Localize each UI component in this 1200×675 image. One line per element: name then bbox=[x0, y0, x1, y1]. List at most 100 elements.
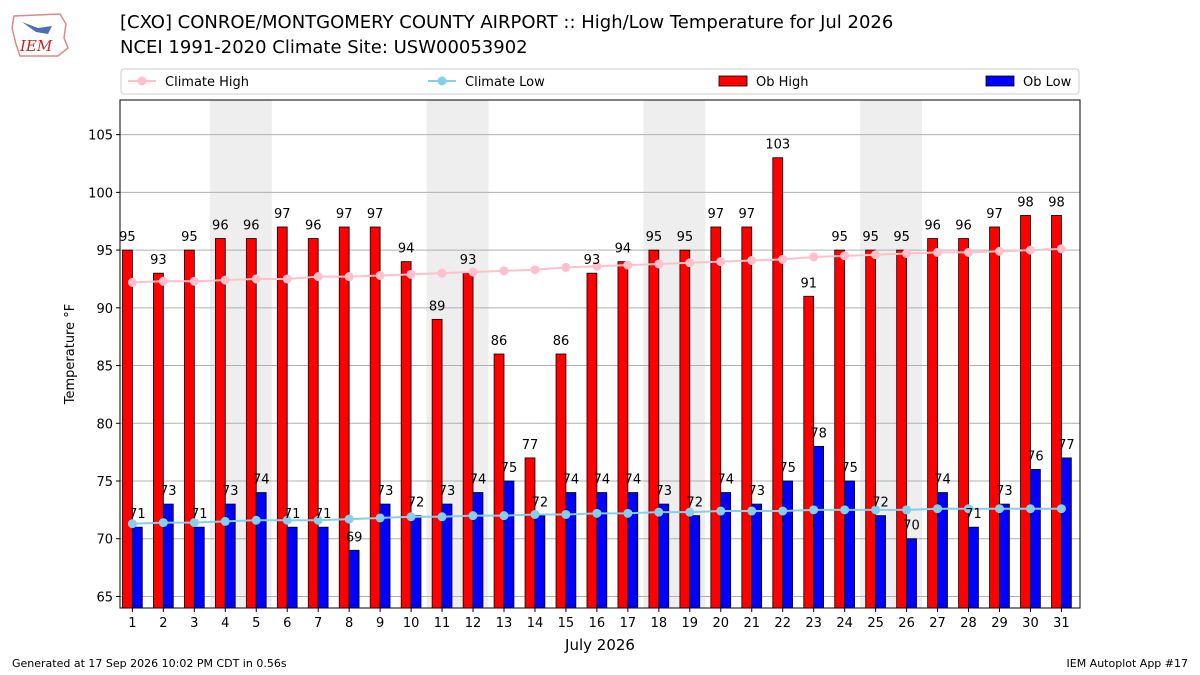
ob-high-bar bbox=[834, 249, 846, 609]
chart-title: [CXO] CONROE/MONTGOMERY COUNTY AIRPORT :… bbox=[120, 12, 894, 33]
climate-point bbox=[685, 507, 695, 517]
ob-low-label: 71 bbox=[284, 507, 301, 522]
x-tick-label: 27 bbox=[929, 616, 946, 631]
ob-high-label: 96 bbox=[243, 219, 260, 234]
ob-high-label: 94 bbox=[398, 242, 415, 257]
ob-high-bar bbox=[431, 318, 443, 609]
y-tick-label: 95 bbox=[96, 244, 113, 259]
climate-point bbox=[809, 252, 819, 262]
ob-high-bar bbox=[896, 249, 907, 609]
ob-high-label: 97 bbox=[336, 207, 353, 222]
ob-high-bar bbox=[338, 226, 350, 609]
ob-high-bar bbox=[524, 457, 536, 609]
climate-point bbox=[189, 518, 199, 528]
climate-point bbox=[716, 257, 726, 267]
climate-point bbox=[313, 515, 323, 525]
ob-high-label: 95 bbox=[677, 230, 694, 245]
ob-low-label: 73 bbox=[748, 484, 765, 499]
ob-high-label: 97 bbox=[274, 207, 291, 222]
ob-low-bar bbox=[565, 492, 577, 609]
legend-label: Ob High bbox=[756, 75, 809, 90]
ob-high-bar bbox=[803, 295, 815, 609]
legend-bar-swatch bbox=[718, 75, 748, 87]
ob-low-bar bbox=[1061, 457, 1072, 609]
ob-low-bar bbox=[193, 526, 205, 609]
app-footer: IEM Autoplot App #17 bbox=[1066, 657, 1189, 670]
ob-high-label: 89 bbox=[429, 299, 446, 314]
x-tick-label: 17 bbox=[620, 616, 637, 631]
climate-point bbox=[933, 504, 943, 514]
climate-point bbox=[530, 509, 540, 519]
ob-high-label: 95 bbox=[831, 230, 848, 245]
climate-point bbox=[933, 247, 943, 257]
ob-low-bar bbox=[906, 538, 917, 609]
ob-high-bar bbox=[214, 238, 226, 609]
ob-low-label: 74 bbox=[625, 473, 642, 488]
ob-high-bar bbox=[865, 249, 877, 609]
ob-high-label: 91 bbox=[800, 276, 817, 291]
x-tick-label: 13 bbox=[496, 616, 513, 631]
ob-high-bar bbox=[741, 226, 753, 609]
climate-point bbox=[375, 513, 385, 523]
legend-box bbox=[120, 68, 1080, 95]
ob-high-bar bbox=[927, 238, 938, 609]
ob-high-bar bbox=[245, 238, 257, 609]
y-tick-label: 75 bbox=[96, 475, 113, 490]
climate-point bbox=[1025, 504, 1035, 514]
y-axis-ticks: 65 70 75 80 85 90 95 100 105 bbox=[88, 129, 120, 605]
iem-logo: IEM bbox=[11, 13, 69, 57]
climate-point bbox=[778, 254, 788, 264]
ob-low-label: 75 bbox=[841, 461, 858, 476]
x-tick-label: 8 bbox=[345, 616, 353, 631]
ob-high-bar bbox=[710, 226, 722, 609]
ob-high-bar bbox=[679, 249, 691, 609]
ob-low-bar bbox=[255, 492, 267, 609]
legend-label: Climate High bbox=[165, 75, 249, 90]
climate-point bbox=[251, 274, 261, 284]
ob-low-bar bbox=[348, 549, 360, 609]
ob-high-bar bbox=[122, 249, 133, 609]
svg-text:IEM: IEM bbox=[19, 37, 53, 55]
ob-high-bar bbox=[617, 261, 629, 609]
climate-point bbox=[406, 512, 416, 522]
ob-low-label: 71 bbox=[129, 507, 146, 522]
climate-point bbox=[1056, 244, 1066, 254]
legend-label: Ob Low bbox=[1023, 75, 1072, 90]
ob-low-bar bbox=[999, 503, 1010, 609]
x-tick-label: 24 bbox=[836, 616, 853, 631]
climate-point bbox=[1056, 504, 1066, 514]
ob-low-label: 71 bbox=[315, 507, 332, 522]
x-tick-label: 2 bbox=[159, 616, 167, 631]
x-tick-label: 26 bbox=[898, 616, 915, 631]
ob-low-bar bbox=[844, 480, 855, 609]
ob-high-label: 98 bbox=[1017, 195, 1034, 210]
x-tick-label: 16 bbox=[589, 616, 606, 631]
climate-point bbox=[437, 512, 447, 522]
ob-high-label: 93 bbox=[460, 253, 477, 268]
legend-marker bbox=[437, 76, 447, 86]
ob-low-label: 69 bbox=[346, 530, 363, 545]
ob-high-label: 95 bbox=[862, 230, 879, 245]
ob-high-label: 103 bbox=[765, 138, 790, 153]
y-tick-label: 105 bbox=[88, 129, 113, 144]
ob-low-bar bbox=[131, 526, 143, 609]
ob-high-label: 86 bbox=[553, 334, 570, 349]
ob-low-label: 74 bbox=[253, 473, 270, 488]
y-tick-label: 90 bbox=[96, 302, 113, 317]
ob-low-label: 72 bbox=[408, 496, 425, 511]
climate-point bbox=[499, 511, 509, 521]
ob-high-label: 96 bbox=[924, 219, 941, 234]
ob-low-bar bbox=[410, 515, 422, 609]
x-tick-label: 7 bbox=[314, 616, 322, 631]
x-tick-label: 28 bbox=[960, 616, 977, 631]
climate-point bbox=[1025, 245, 1035, 255]
ob-high-label: 96 bbox=[305, 219, 322, 234]
ob-low-label: 73 bbox=[439, 484, 456, 499]
climate-point bbox=[313, 272, 323, 282]
climate-point bbox=[158, 276, 168, 286]
generated-footer: Generated at 17 Sep 2026 10:02 PM CDT in… bbox=[12, 657, 287, 670]
climate-point bbox=[809, 505, 819, 515]
x-tick-label: 23 bbox=[805, 616, 822, 631]
climate-point bbox=[282, 515, 292, 525]
